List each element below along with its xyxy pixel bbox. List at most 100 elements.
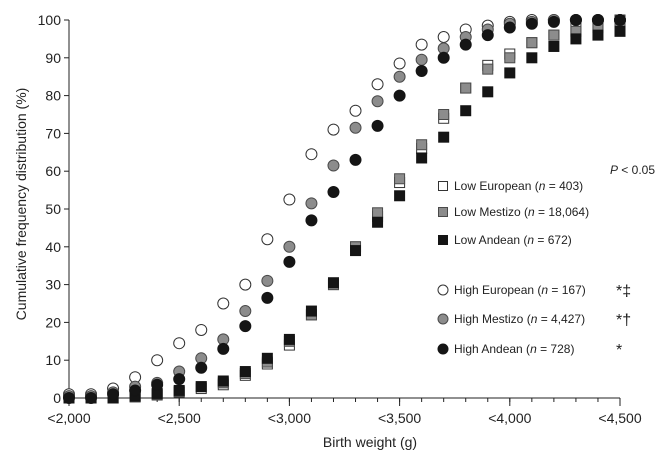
data-point: [393, 70, 406, 83]
legend-item: Low Mestizo (n = 18,064): [438, 205, 589, 219]
data-point: [460, 82, 472, 94]
y-tick-label: 80: [45, 88, 61, 104]
y-tick-label: 90: [45, 50, 61, 66]
data-point: [503, 21, 516, 34]
data-point: [195, 323, 208, 336]
data-point: [195, 361, 208, 374]
data-point: [217, 297, 230, 310]
data-point: [283, 193, 296, 206]
legend-label: High Andean (n = 728): [454, 342, 574, 356]
y-tick-label: 100: [38, 12, 62, 28]
x-axis-title: Birth weight (g): [323, 434, 417, 450]
data-point: [305, 197, 318, 210]
data-point: [261, 233, 274, 246]
legend-item: High Andean (n = 728) *: [437, 342, 622, 359]
data-point: [614, 14, 626, 26]
data-point: [151, 378, 164, 391]
legend-label: High European (n = 167): [454, 283, 586, 297]
data-point: [371, 119, 384, 132]
data-point: [525, 17, 538, 30]
data-point: [372, 207, 384, 219]
data-point: [327, 159, 340, 172]
y-tick-label: 10: [45, 352, 61, 368]
data-point: [283, 255, 296, 268]
data-point: [350, 245, 362, 257]
data-point: [283, 240, 296, 253]
data-point: [195, 381, 207, 393]
significance-marker: *†: [616, 312, 631, 329]
data-point: [394, 190, 406, 202]
p-value-annotation: P < 0.05: [610, 163, 655, 177]
data-point: [437, 51, 450, 64]
data-point: [261, 274, 274, 287]
data-point: [393, 57, 406, 70]
data-point: [217, 375, 229, 387]
data-point: [591, 14, 604, 26]
data-point: [460, 105, 472, 117]
y-tick-label: 50: [45, 201, 61, 217]
data-point: [415, 65, 428, 78]
legend-marker: [437, 284, 449, 296]
y-ticks: 0 10 20 30 40 50 60 70 80 90 100: [38, 12, 69, 406]
axes: 0 10 20 30 40 50 60 70 80 90 100 <2,000 <2,500 <3,00…: [38, 12, 642, 426]
data-point: [261, 352, 273, 364]
significance-marker: *: [616, 342, 622, 359]
data-point: [371, 78, 384, 91]
data-point: [504, 67, 516, 79]
data-point: [504, 52, 516, 64]
legend-marker: [438, 181, 448, 191]
data-point: [372, 216, 384, 228]
y-tick-label: 0: [53, 390, 61, 406]
legend-label: Low Mestizo (n = 18,064): [454, 205, 589, 219]
x-tick-label: <2,000: [47, 410, 90, 426]
y-tick-label: 40: [45, 239, 61, 255]
data-point: [305, 148, 318, 161]
data-point: [349, 153, 362, 166]
data-point: [63, 392, 75, 404]
series-6: [63, 14, 626, 404]
legend-label: Low Andean (n = 672): [454, 233, 572, 247]
data-point: [416, 152, 428, 164]
legend-marker: [437, 313, 449, 325]
data-point: [570, 33, 582, 45]
data-point: [526, 52, 538, 64]
x-tick-label: <2,500: [158, 410, 201, 426]
data-point: [548, 29, 560, 41]
legend-item: Low European (n = 403): [438, 179, 583, 193]
data-point: [261, 291, 274, 304]
legend-item: High European (n = 167) *‡: [437, 283, 631, 300]
data-point: [416, 139, 428, 151]
data-point: [305, 305, 317, 317]
data-point: [151, 354, 164, 367]
data-point: [239, 366, 251, 378]
data-point: [481, 29, 494, 42]
data-point: [283, 333, 295, 345]
legend: Low European (n = 403) Low Mestizo (n = 1…: [437, 179, 631, 359]
data-points: [63, 14, 626, 404]
data-point: [393, 89, 406, 102]
legend-marker: [437, 343, 449, 355]
data-point: [459, 38, 472, 51]
legend-label: High Mestizo (n = 4,427): [454, 312, 585, 326]
x-tick-label: <4,500: [598, 410, 641, 426]
data-point: [438, 109, 450, 120]
data-point: [371, 95, 384, 108]
data-point: [569, 14, 582, 26]
legend-label: Low European (n = 403): [454, 179, 583, 193]
legend-item: Low Andean (n = 672): [438, 233, 572, 247]
y-tick-label: 70: [45, 125, 61, 141]
data-point: [547, 15, 560, 28]
data-point: [85, 392, 98, 404]
data-point: [173, 337, 186, 350]
data-point: [482, 63, 494, 75]
data-point: [239, 278, 252, 291]
data-point: [592, 29, 604, 41]
data-point: [482, 86, 494, 98]
data-point: [349, 104, 362, 117]
y-tick-label: 20: [45, 314, 61, 330]
y-tick-label: 60: [45, 163, 61, 179]
x-ticks: <2,000 <2,500 <3,000 <3,500 <4,000 <4,500: [47, 398, 642, 426]
data-point: [415, 53, 428, 66]
x-tick-label: <3,500: [378, 410, 421, 426]
y-tick-label: 30: [45, 277, 61, 293]
